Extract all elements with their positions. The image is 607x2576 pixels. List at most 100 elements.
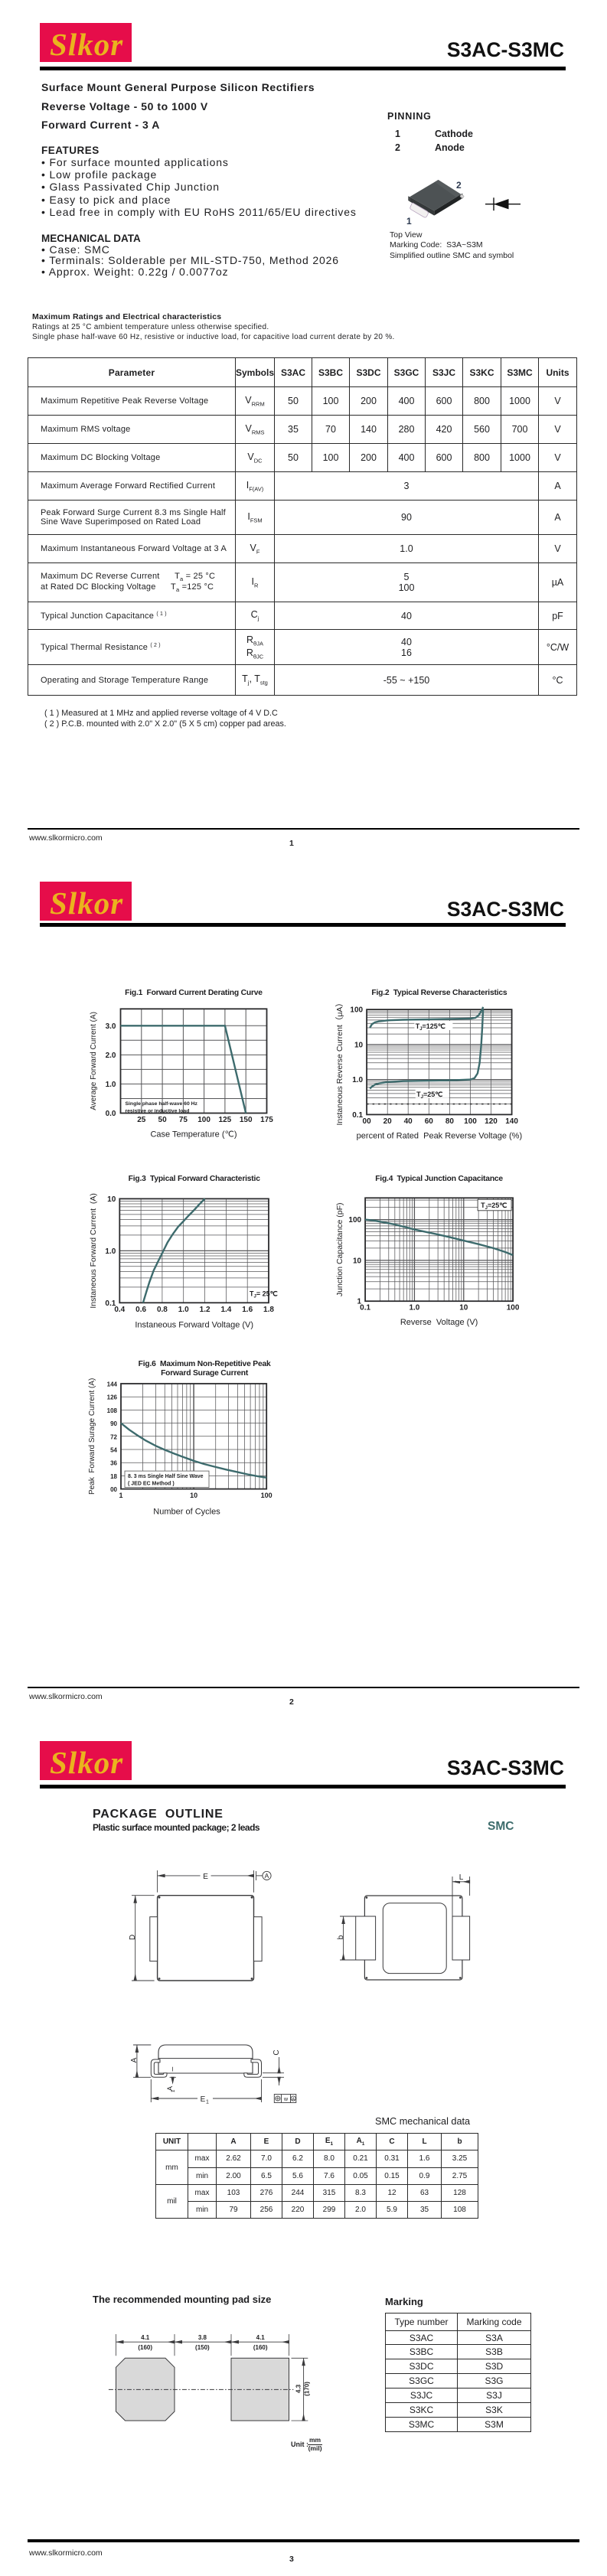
svg-text:1: 1 <box>119 1492 122 1499</box>
svg-text:(160): (160) <box>138 2344 152 2351</box>
svg-text:Average Forward Current (A): Average Forward Current (A) <box>90 1012 98 1110</box>
svg-text:10: 10 <box>353 1257 362 1265</box>
svg-text:2: 2 <box>456 180 462 191</box>
svg-text:20: 20 <box>383 1117 393 1126</box>
svg-text:60: 60 <box>425 1117 434 1126</box>
svg-text:10: 10 <box>459 1304 468 1312</box>
svg-text:10: 10 <box>190 1492 197 1499</box>
svg-text:1.0: 1.0 <box>105 1247 116 1256</box>
svg-text:1: 1 <box>357 1298 362 1306</box>
svg-text:4.3: 4.3 <box>295 2384 302 2393</box>
svg-text:Instaneous Reverse Current（μA）: Instaneous Reverse Current（μA） <box>335 999 344 1125</box>
svg-text:Single phase half-wave 60 Hz: Single phase half-wave 60 Hz <box>126 1101 198 1107</box>
svg-text:50: 50 <box>158 1116 168 1124</box>
svg-text:Forward Surage Current: Forward Surage Current <box>161 1369 249 1378</box>
svg-text:(170): (170) <box>304 2382 311 2396</box>
svg-text:A: A <box>130 2057 139 2062</box>
svg-text:3.0: 3.0 <box>106 1022 116 1031</box>
svg-text:80: 80 <box>445 1117 455 1126</box>
svg-text:E: E <box>201 2095 206 2104</box>
svg-text:0.6: 0.6 <box>135 1306 146 1314</box>
svg-text:140: 140 <box>505 1117 518 1126</box>
svg-text:A: A <box>265 1872 269 1880</box>
svg-text:144: 144 <box>107 1381 118 1388</box>
svg-text:Number of Cycles: Number of Cycles <box>153 1508 220 1517</box>
svg-text:Peak Forward Surage Current (: Peak Forward Surage Current (A) <box>88 1378 96 1495</box>
svg-text:150: 150 <box>240 1116 253 1124</box>
svg-text:TJ=125℃: TJ=125℃ <box>416 1022 445 1032</box>
svg-text:2.0: 2.0 <box>106 1052 116 1060</box>
svg-text:D: D <box>129 1935 137 1940</box>
svg-text:90: 90 <box>110 1420 117 1427</box>
svg-text:Fig.3 Typical Forward Charact: Fig.3 Typical Forward Characteristic <box>129 1175 261 1183</box>
svg-text:Fig.4 Typical Junction Capaci: Fig.4 Typical Junction Capacitance <box>375 1175 503 1183</box>
svg-text:percent of Rated Peak Reverse: percent of Rated Peak Reverse Voltage (%… <box>357 1131 522 1140</box>
svg-text:0.8: 0.8 <box>157 1306 168 1314</box>
svg-text:8. 3 ms Single Half Sine Wave: 8. 3 ms Single Half Sine Wave <box>128 1474 204 1479</box>
svg-text:1: 1 <box>406 216 412 226</box>
svg-text:(160): (160) <box>253 2344 268 2351</box>
svg-text:108: 108 <box>107 1407 118 1414</box>
svg-text:00: 00 <box>110 1486 117 1493</box>
svg-text:175: 175 <box>260 1116 273 1124</box>
svg-text:Reverse Voltage (V): Reverse Voltage (V) <box>400 1318 478 1327</box>
svg-text:125: 125 <box>219 1116 232 1124</box>
svg-text:Instaneous Forward Voltage (V): Instaneous Forward Voltage (V) <box>135 1320 253 1329</box>
svg-text:36: 36 <box>110 1460 117 1467</box>
svg-text:0.4: 0.4 <box>114 1306 125 1314</box>
svg-text:A: A <box>166 2086 174 2091</box>
svg-text:Fig.6 Maximum Non-Repetitive: Fig.6 Maximum Non-Repetitive Peak <box>139 1360 271 1368</box>
svg-text:Fig.1 Forward Current Deratin: Fig.1 Forward Current Derating Curve <box>125 989 263 997</box>
svg-text:100: 100 <box>464 1117 477 1126</box>
svg-text:54: 54 <box>110 1447 117 1454</box>
svg-text:1: 1 <box>206 2100 209 2105</box>
svg-text:L: L <box>459 1873 464 1882</box>
svg-text:0.1: 0.1 <box>105 1299 116 1308</box>
svg-text:1.6: 1.6 <box>242 1306 253 1314</box>
svg-text:E: E <box>203 1873 208 1881</box>
svg-text:TJ=25℃: TJ=25℃ <box>416 1091 442 1100</box>
svg-text:0.1: 0.1 <box>360 1304 370 1312</box>
svg-text:Junction Capacitance (pF): Junction Capacitance (pF) <box>335 1203 344 1297</box>
svg-text:75: 75 <box>179 1116 188 1124</box>
svg-text:resistive or inductive load: resistive or inductive load <box>126 1109 190 1114</box>
svg-text:TJ= 25℃: TJ= 25℃ <box>250 1290 278 1299</box>
svg-text:40: 40 <box>404 1117 413 1126</box>
svg-text:120: 120 <box>485 1117 498 1126</box>
svg-text:100: 100 <box>348 1216 361 1224</box>
svg-text:100: 100 <box>350 1006 363 1015</box>
svg-text:A: A <box>292 2097 295 2102</box>
svg-text:1.0: 1.0 <box>178 1306 189 1314</box>
svg-text:Case Temperature (℃): Case Temperature (℃) <box>150 1130 237 1140</box>
svg-text:18: 18 <box>110 1473 117 1480</box>
svg-text:4.1: 4.1 <box>256 2334 266 2341</box>
svg-text:Instaneous Forward Current (A: Instaneous Forward Current (A) <box>89 1193 98 1309</box>
svg-text:1.0: 1.0 <box>106 1081 116 1089</box>
svg-text:4.1: 4.1 <box>141 2334 150 2341</box>
svg-text:3.8: 3.8 <box>198 2334 207 2341</box>
svg-text:100: 100 <box>197 1116 210 1124</box>
svg-text:1.2: 1.2 <box>200 1306 210 1314</box>
svg-text:Fig.2 Typical Reverse Charact: Fig.2 Typical Reverse Characteristics <box>371 989 507 997</box>
svg-text:1.0: 1.0 <box>409 1304 419 1312</box>
svg-text:(150): (150) <box>195 2344 210 2351</box>
svg-text:b: b <box>337 1935 345 1939</box>
svg-text:1.4: 1.4 <box>220 1306 231 1314</box>
svg-text:100: 100 <box>507 1304 520 1312</box>
svg-text:00: 00 <box>363 1117 372 1126</box>
svg-text:1: 1 <box>171 2089 176 2092</box>
svg-text:72: 72 <box>110 1433 117 1440</box>
svg-text:10: 10 <box>354 1041 364 1049</box>
svg-text:10: 10 <box>107 1195 116 1204</box>
svg-text:100: 100 <box>261 1492 272 1499</box>
svg-text:126: 126 <box>107 1394 118 1401</box>
svg-text:1.8: 1.8 <box>263 1306 274 1314</box>
svg-text:0.1: 0.1 <box>352 1111 363 1120</box>
svg-text:w: w <box>283 2097 289 2102</box>
svg-text:( JED EC Method ): ( JED EC Method ) <box>128 1482 175 1487</box>
svg-text:C: C <box>272 2049 281 2055</box>
svg-text:0.0: 0.0 <box>106 1110 116 1118</box>
svg-text:25: 25 <box>137 1116 146 1124</box>
svg-text:1.0: 1.0 <box>352 1076 363 1084</box>
svg-text:TJ=25℃: TJ=25℃ <box>481 1202 507 1211</box>
